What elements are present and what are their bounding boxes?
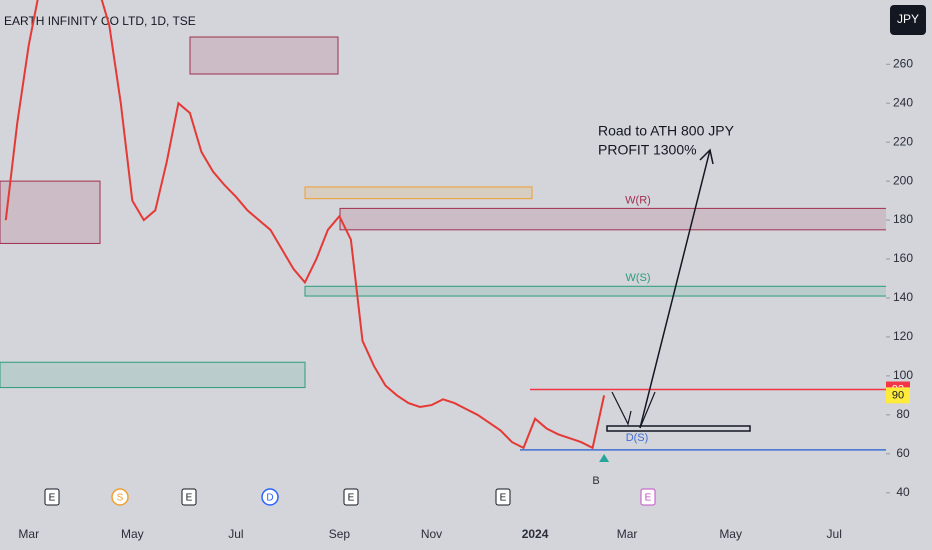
y-tick-label: 160 xyxy=(893,251,913,265)
x-tick-label: 2024 xyxy=(522,527,549,541)
axes: 40 60 80 100 120 140 160 180 200 220 240 260 Mar May J… xyxy=(18,56,913,541)
zone xyxy=(304,285,886,297)
event-label: D xyxy=(266,493,273,504)
x-tick-label: Jul xyxy=(228,527,243,541)
price-tag xyxy=(886,387,910,404)
price-tag-label: 90 xyxy=(892,389,904,401)
y-tick-label: 100 xyxy=(893,368,913,382)
event-label: E xyxy=(186,493,193,504)
y-tick-label: 220 xyxy=(893,134,913,148)
event-marker xyxy=(495,488,511,506)
annotation: Road to ATH 800 JPY xyxy=(598,123,735,139)
zone-label: W(S) xyxy=(625,272,650,284)
event-marker xyxy=(640,488,656,506)
event-marker xyxy=(343,488,359,506)
zone-label: D(S) xyxy=(626,432,649,444)
arrow xyxy=(611,391,656,429)
signal-label: B xyxy=(592,475,599,487)
event-label: E xyxy=(348,493,355,504)
x-tick-label: Mar xyxy=(18,527,39,541)
x-tick-label: Mar xyxy=(617,527,638,541)
event-marker xyxy=(111,488,129,506)
currency-label[interactable]: JPY xyxy=(897,12,919,26)
event-marker xyxy=(181,488,197,506)
plot xyxy=(0,0,886,451)
y-tick-label: 260 xyxy=(893,56,913,70)
event-label: E xyxy=(645,493,652,504)
y-tick-label: 40 xyxy=(896,485,910,499)
zone-label: W(R) xyxy=(625,194,651,206)
x-tick-label: Jul xyxy=(827,527,842,541)
currency-button[interactable] xyxy=(890,5,926,35)
y-tick-label: 80 xyxy=(896,407,910,421)
zone xyxy=(0,361,306,389)
zone xyxy=(189,36,339,75)
signal-marker xyxy=(599,454,610,462)
x-tick-label: Sep xyxy=(329,527,351,541)
y-tick-label: 120 xyxy=(893,329,913,343)
event-marker xyxy=(44,488,60,506)
target-box xyxy=(606,425,751,432)
x-tick-label: May xyxy=(121,527,144,541)
price-line xyxy=(4,0,606,450)
event-marker xyxy=(261,488,279,506)
zone xyxy=(0,180,101,244)
zone xyxy=(339,207,886,231)
x-tick-label: Nov xyxy=(421,527,442,541)
annotation: PROFIT 1300% xyxy=(598,142,697,158)
zone xyxy=(304,186,533,200)
arrow xyxy=(639,148,714,429)
y-tick-label: 60 xyxy=(896,446,910,460)
y-tick-label: 200 xyxy=(893,173,913,187)
chart-title: EARTH INFINITY CO LTD, 1D, TSE xyxy=(4,14,196,28)
x-tick-label: May xyxy=(719,527,742,541)
y-tick-label: 240 xyxy=(893,95,913,109)
y-tick-label: 140 xyxy=(893,290,913,304)
event-label: E xyxy=(500,493,507,504)
y-tick-label: 180 xyxy=(893,212,913,226)
event-label: S xyxy=(117,493,124,504)
event-label: E xyxy=(49,493,56,504)
